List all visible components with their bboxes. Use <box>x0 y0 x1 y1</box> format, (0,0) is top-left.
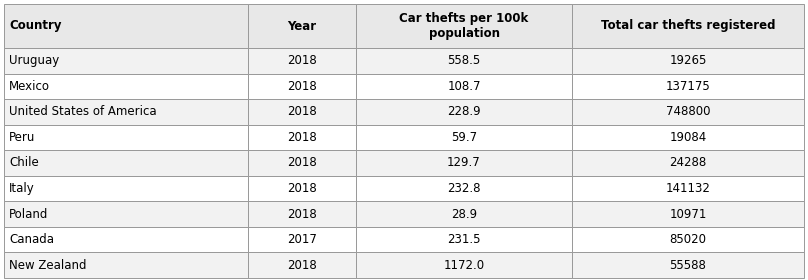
Bar <box>248 227 356 253</box>
Text: Italy: Italy <box>9 182 35 195</box>
Text: 141132: 141132 <box>666 182 710 195</box>
Text: 1172.0: 1172.0 <box>444 259 485 272</box>
Bar <box>4 74 248 99</box>
Text: 2018: 2018 <box>287 131 317 144</box>
Text: 28.9: 28.9 <box>451 207 477 221</box>
Bar <box>356 4 572 48</box>
Bar <box>248 201 356 227</box>
Bar <box>248 176 356 201</box>
Text: 2018: 2018 <box>287 105 317 118</box>
Bar <box>572 176 804 201</box>
Bar <box>356 227 572 253</box>
Bar <box>356 74 572 99</box>
Text: Year: Year <box>288 20 317 32</box>
Bar <box>4 150 248 176</box>
Bar <box>248 125 356 150</box>
Text: 129.7: 129.7 <box>447 157 481 169</box>
Text: Mexico: Mexico <box>9 80 50 93</box>
Text: 231.5: 231.5 <box>448 233 481 246</box>
Text: 2018: 2018 <box>287 80 317 93</box>
Text: Canada: Canada <box>9 233 54 246</box>
Bar <box>248 74 356 99</box>
Text: 228.9: 228.9 <box>447 105 481 118</box>
Bar <box>572 125 804 150</box>
Text: 24288: 24288 <box>669 157 707 169</box>
Bar <box>572 150 804 176</box>
Bar <box>4 125 248 150</box>
Bar <box>356 99 572 125</box>
Bar <box>4 4 248 48</box>
Bar <box>248 99 356 125</box>
Bar <box>4 176 248 201</box>
Text: 2018: 2018 <box>287 259 317 272</box>
Bar <box>572 99 804 125</box>
Text: 85020: 85020 <box>670 233 706 246</box>
Text: 19084: 19084 <box>669 131 707 144</box>
Text: 748800: 748800 <box>666 105 710 118</box>
Text: 55588: 55588 <box>670 259 706 272</box>
Text: 2018: 2018 <box>287 54 317 67</box>
Bar <box>572 4 804 48</box>
Text: 108.7: 108.7 <box>448 80 481 93</box>
Bar <box>572 201 804 227</box>
Text: Total car thefts registered: Total car thefts registered <box>601 20 775 32</box>
Bar <box>4 99 248 125</box>
Text: Chile: Chile <box>9 157 39 169</box>
Text: 2017: 2017 <box>287 233 317 246</box>
Text: Peru: Peru <box>9 131 36 144</box>
Text: 10971: 10971 <box>669 207 707 221</box>
Bar <box>4 227 248 253</box>
Bar <box>572 74 804 99</box>
Bar <box>356 176 572 201</box>
Bar <box>356 201 572 227</box>
Bar <box>4 253 248 278</box>
Bar <box>356 253 572 278</box>
Text: Uruguay: Uruguay <box>9 54 59 67</box>
Bar <box>248 253 356 278</box>
Bar <box>572 253 804 278</box>
Text: 19265: 19265 <box>669 54 707 67</box>
Text: 59.7: 59.7 <box>451 131 477 144</box>
Text: Car thefts per 100k
population: Car thefts per 100k population <box>399 12 528 40</box>
Text: United States of America: United States of America <box>9 105 157 118</box>
Text: Poland: Poland <box>9 207 48 221</box>
Text: 2018: 2018 <box>287 182 317 195</box>
Bar <box>572 227 804 253</box>
Text: 137175: 137175 <box>666 80 710 93</box>
Bar <box>356 48 572 74</box>
Bar <box>248 48 356 74</box>
Text: 232.8: 232.8 <box>448 182 481 195</box>
Text: 2018: 2018 <box>287 207 317 221</box>
Bar <box>4 48 248 74</box>
Bar <box>248 150 356 176</box>
Text: 2018: 2018 <box>287 157 317 169</box>
Bar <box>572 48 804 74</box>
Bar <box>248 4 356 48</box>
Text: Country: Country <box>9 20 61 32</box>
Bar <box>4 201 248 227</box>
Bar <box>356 125 572 150</box>
Text: New Zealand: New Zealand <box>9 259 86 272</box>
Text: 558.5: 558.5 <box>448 54 481 67</box>
Bar <box>356 150 572 176</box>
